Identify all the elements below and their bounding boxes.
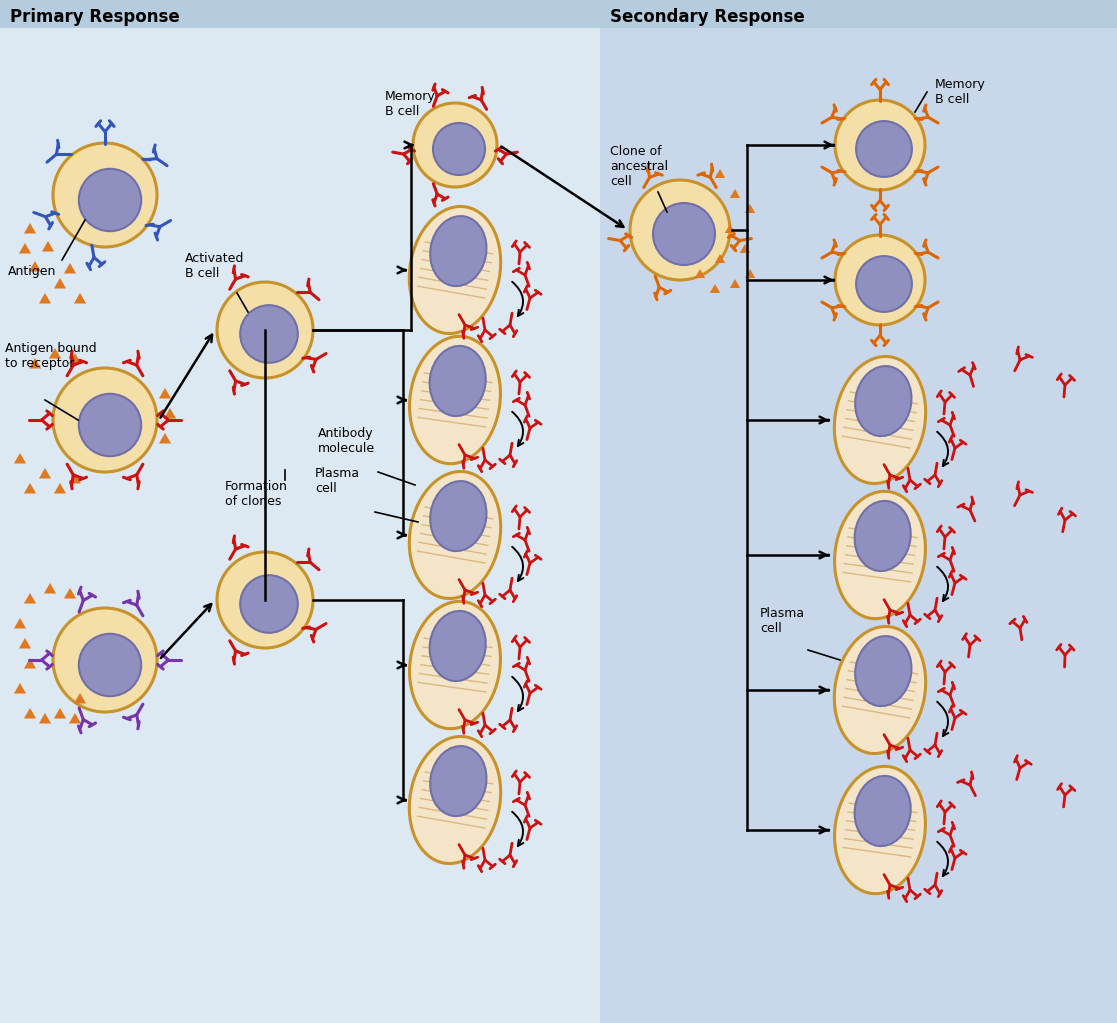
- Polygon shape: [54, 708, 66, 718]
- Ellipse shape: [79, 634, 141, 697]
- Ellipse shape: [410, 337, 500, 463]
- Text: Antibody
molecule: Antibody molecule: [318, 427, 375, 455]
- Ellipse shape: [630, 180, 731, 280]
- Ellipse shape: [52, 608, 157, 712]
- Ellipse shape: [856, 366, 911, 436]
- Polygon shape: [729, 189, 741, 198]
- Ellipse shape: [52, 143, 157, 247]
- Polygon shape: [745, 269, 755, 278]
- Ellipse shape: [430, 746, 487, 816]
- Ellipse shape: [856, 121, 911, 177]
- Polygon shape: [23, 708, 36, 718]
- Ellipse shape: [430, 611, 486, 681]
- Text: Plasma
cell: Plasma cell: [315, 468, 360, 495]
- Ellipse shape: [409, 472, 500, 598]
- Polygon shape: [709, 284, 720, 293]
- Polygon shape: [715, 254, 725, 263]
- Polygon shape: [23, 483, 36, 493]
- Ellipse shape: [433, 123, 485, 175]
- Ellipse shape: [409, 207, 500, 333]
- Bar: [600, 0, 1117, 28]
- Ellipse shape: [834, 356, 926, 484]
- Polygon shape: [13, 618, 26, 628]
- Polygon shape: [23, 658, 36, 668]
- Polygon shape: [64, 588, 76, 598]
- Text: Primary Response: Primary Response: [10, 8, 180, 26]
- Ellipse shape: [836, 235, 925, 325]
- Text: Memory
B cell: Memory B cell: [385, 90, 436, 118]
- Ellipse shape: [430, 346, 486, 416]
- Polygon shape: [69, 713, 82, 723]
- Polygon shape: [23, 223, 36, 233]
- Polygon shape: [74, 693, 86, 704]
- Polygon shape: [49, 348, 61, 358]
- Ellipse shape: [240, 305, 298, 363]
- Polygon shape: [159, 388, 171, 399]
- Polygon shape: [69, 353, 82, 363]
- Ellipse shape: [240, 575, 298, 633]
- Ellipse shape: [855, 775, 910, 846]
- Polygon shape: [725, 224, 735, 233]
- Ellipse shape: [855, 501, 910, 571]
- Polygon shape: [739, 244, 751, 253]
- Polygon shape: [39, 293, 51, 304]
- Bar: [600, 0, 1117, 1023]
- Polygon shape: [13, 453, 26, 463]
- Text: Activated
B cell: Activated B cell: [185, 252, 245, 280]
- Ellipse shape: [834, 766, 926, 894]
- Ellipse shape: [430, 481, 487, 551]
- Ellipse shape: [217, 282, 313, 379]
- Ellipse shape: [856, 636, 911, 706]
- Ellipse shape: [413, 103, 497, 187]
- Polygon shape: [54, 483, 66, 493]
- Text: Antigen bound
to receptor: Antigen bound to receptor: [4, 342, 97, 370]
- Polygon shape: [159, 433, 171, 444]
- Polygon shape: [74, 293, 86, 304]
- Bar: [0, 0, 600, 28]
- Polygon shape: [23, 593, 36, 604]
- Ellipse shape: [836, 100, 925, 190]
- Polygon shape: [64, 263, 76, 273]
- Polygon shape: [29, 358, 41, 368]
- Polygon shape: [29, 261, 41, 271]
- Polygon shape: [42, 241, 54, 252]
- Polygon shape: [695, 269, 705, 278]
- Polygon shape: [39, 713, 51, 723]
- Ellipse shape: [409, 737, 500, 863]
- Text: Secondary Response: Secondary Response: [610, 8, 804, 26]
- Ellipse shape: [217, 552, 313, 648]
- Polygon shape: [164, 408, 176, 418]
- Ellipse shape: [52, 368, 157, 472]
- Ellipse shape: [410, 602, 500, 728]
- Ellipse shape: [834, 491, 926, 619]
- Ellipse shape: [79, 169, 141, 231]
- Ellipse shape: [79, 394, 141, 456]
- Polygon shape: [19, 638, 31, 649]
- Ellipse shape: [834, 626, 926, 754]
- Ellipse shape: [430, 216, 487, 286]
- Polygon shape: [19, 243, 31, 254]
- Polygon shape: [729, 279, 741, 288]
- Polygon shape: [13, 683, 26, 694]
- Ellipse shape: [653, 203, 715, 265]
- Text: Formation
of clones: Formation of clones: [225, 480, 288, 508]
- Polygon shape: [54, 278, 66, 288]
- Polygon shape: [69, 473, 82, 484]
- Polygon shape: [39, 468, 51, 479]
- Text: Clone of
ancestral
cell: Clone of ancestral cell: [610, 145, 668, 188]
- Polygon shape: [44, 583, 56, 593]
- Polygon shape: [715, 169, 725, 178]
- Text: Memory
B cell: Memory B cell: [935, 78, 985, 106]
- Text: Antigen: Antigen: [8, 265, 56, 278]
- Ellipse shape: [856, 256, 911, 312]
- Polygon shape: [745, 204, 755, 213]
- Text: Plasma
cell: Plasma cell: [760, 607, 805, 635]
